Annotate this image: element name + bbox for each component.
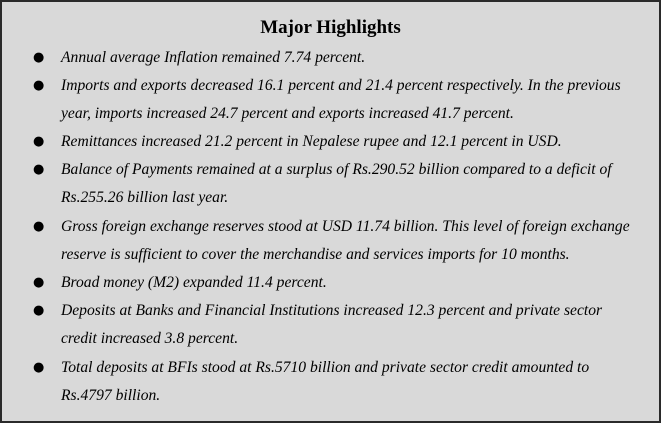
highlight-line: Total deposits at BFIs stood at Rs.5710 … [61, 359, 590, 376]
highlight-line: Balance of Payments remained at a surplu… [61, 161, 612, 178]
bullet-icon: ● [33, 50, 45, 65]
highlight-line: reserve is sufficient to cover the merch… [61, 245, 570, 263]
bullet-icon: ● [33, 219, 45, 234]
bullet-icon: ● [33, 303, 45, 318]
highlight-text: Broad money (M2) expanded 11.4 percent. [61, 269, 646, 297]
bullet-icon: ● [33, 162, 45, 177]
highlight-line: Broad money (M2) expanded 11.4 percent. [61, 274, 327, 291]
bullet-icon: ● [33, 275, 45, 290]
highlight-line: year, imports increased 24.7 percent and… [61, 104, 514, 122]
highlight-line: Rs.255.26 billion last year. [61, 188, 229, 206]
highlight-line: Rs.4797 billion. [61, 386, 161, 404]
highlight-line: Imports and exports decreased 16.1 perce… [61, 77, 621, 94]
highlight-line: credit increased 3.8 percent. [61, 329, 239, 347]
highlight-text: Remittances increased 21.2 percent in Ne… [61, 128, 646, 156]
highlight-line: Remittances increased 21.2 percent in Ne… [61, 133, 562, 150]
highlight-line: Deposits at Banks and Financial Institut… [61, 302, 603, 319]
box-title: Major Highlights [260, 17, 401, 38]
bullet-icon: ● [33, 134, 45, 149]
highlight-text: Imports and exports decreased 16.1 perce… [61, 72, 646, 127]
highlight-line: Annual average Inflation remained 7.74 p… [61, 49, 366, 66]
highlight-text: Balance of Payments remained at a surplu… [61, 156, 646, 211]
highlight-text: Total deposits at BFIs stood at Rs.5710 … [61, 354, 646, 409]
highlight-line: Gross foreign exchange reserves stood at… [61, 218, 630, 235]
bullet-icon: ● [33, 360, 45, 375]
bullet-icon: ● [33, 78, 45, 93]
highlight-text: Deposits at Banks and Financial Institut… [61, 297, 646, 352]
highlight-text: Annual average Inflation remained 7.74 p… [61, 44, 646, 72]
highlight-text: Gross foreign exchange reserves stood at… [61, 213, 646, 268]
